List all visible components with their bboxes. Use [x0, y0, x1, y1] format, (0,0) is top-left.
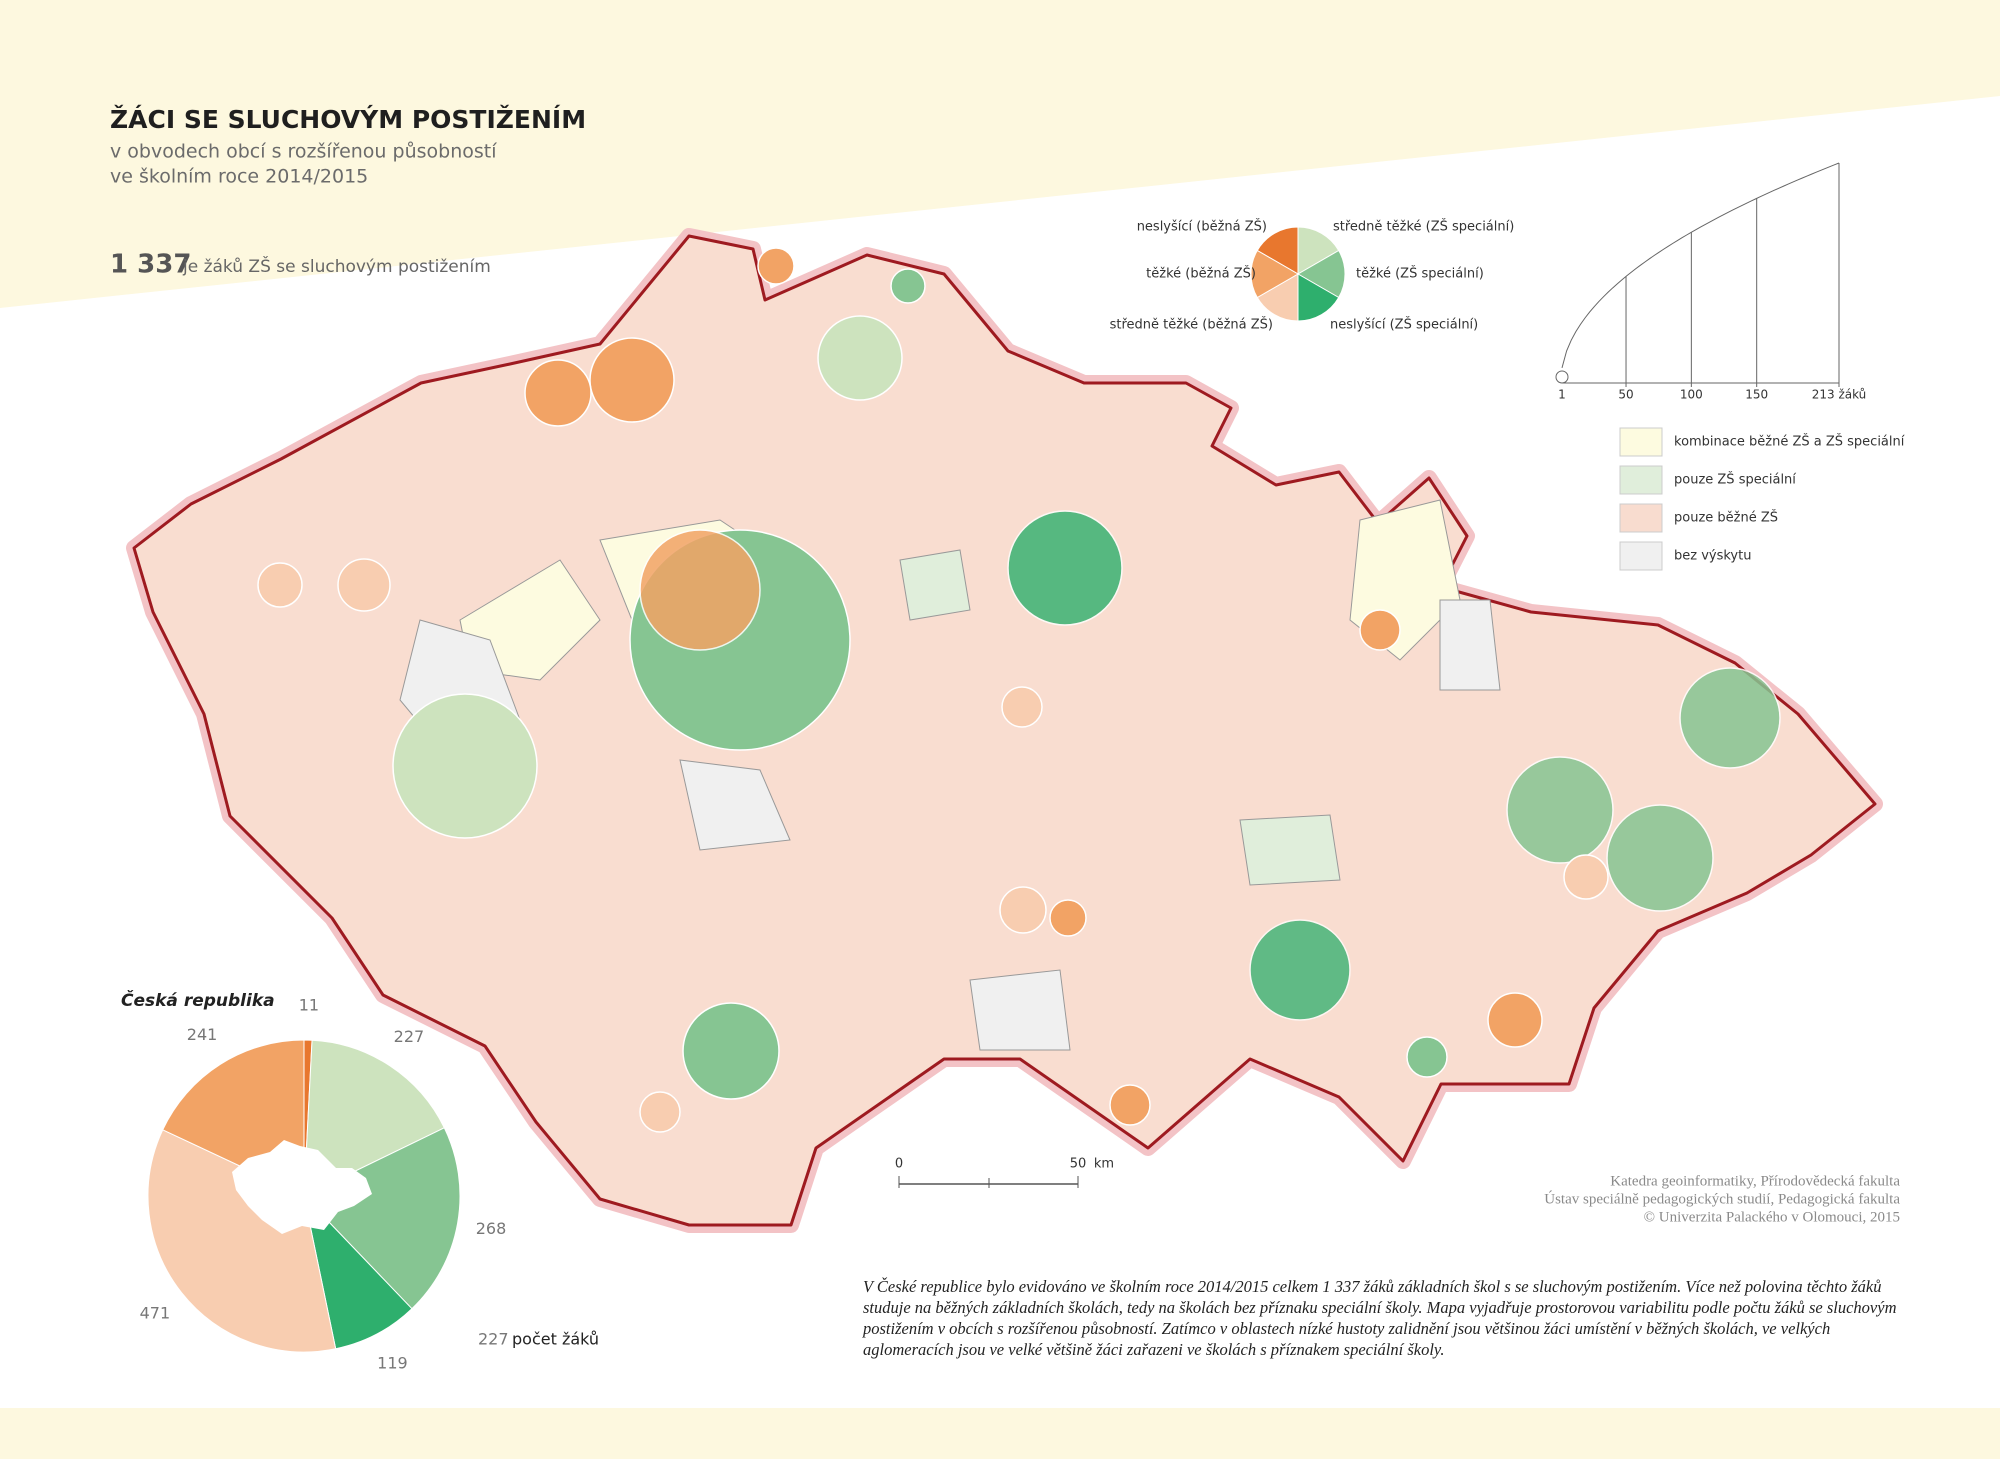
legend-label: pouze ZŠ speciální — [1674, 472, 1796, 488]
country-silhouette — [232, 1140, 372, 1234]
pie-slice — [303, 1127, 461, 1310]
legend-label: pouze běžné ZŠ — [1674, 510, 1778, 526]
map-symbol — [890, 268, 926, 304]
pie-slice — [303, 1039, 445, 1197]
legend-swatch — [1297, 226, 1340, 275]
pie-value-label: 241 — [187, 1025, 218, 1044]
map-symbol — [524, 359, 592, 427]
country — [132, 234, 1877, 1227]
pie-value-label: 11 — [299, 996, 319, 1015]
map-symbol — [337, 558, 391, 612]
map-symbol — [1359, 609, 1401, 651]
scale-bar: 0 50 km — [895, 1157, 1114, 1188]
map-symbol — [1406, 1036, 1448, 1078]
legend-swatch — [1256, 273, 1299, 322]
legend-swatch — [1256, 226, 1299, 275]
map-symbol — [999, 886, 1047, 934]
pie-slice — [147, 1129, 337, 1353]
credit: Ústav speciálně pedagogických studií, Pe… — [1544, 1190, 1900, 1207]
size-tick-label: 150 — [1745, 388, 1768, 402]
map-symbol — [589, 337, 675, 423]
legend-swatch — [1297, 273, 1340, 322]
pie-value-label: 227 — [394, 1027, 425, 1046]
legend-box — [1619, 541, 1663, 571]
region-legend: kombinace běžné ZŠ a ZŠ speciální pouze Z… — [1619, 427, 1905, 571]
map-symbol — [257, 562, 303, 608]
region — [1439, 599, 1501, 691]
legend-swatch — [1297, 249, 1346, 299]
map-symbol — [1001, 686, 1043, 728]
scale-label: 50 — [1070, 1157, 1087, 1172]
pie-title: Česká republika — [121, 989, 275, 1011]
pie-slice — [303, 1194, 413, 1350]
subtitle: v obvodech obcí s rozšířenou působností — [110, 141, 497, 163]
legend-label: kombinace běžné ZŠ a ZŠ speciální — [1674, 434, 1905, 450]
map-symbol — [639, 1091, 681, 1133]
size-circle — [1555, 370, 1569, 384]
pie-value-label: 119 — [377, 1354, 408, 1373]
legend-label: neslyšící (běžná ZŠ) — [1137, 219, 1267, 235]
pie-value-label: 471 — [140, 1303, 171, 1322]
total-value: 1 337 — [110, 250, 191, 280]
note-example: 227 — [478, 1330, 509, 1349]
pie-value-label: 268 — [476, 1219, 507, 1238]
legend-label: bez výskytu — [1674, 549, 1751, 564]
map-symbol — [817, 315, 903, 401]
size-curve — [1561, 162, 1840, 369]
size-tick-label: 100 — [1680, 388, 1703, 402]
subtitle: ve školním roce 2014/2015 — [110, 166, 368, 188]
total-label: je žáků ZŠ se sluchovým postižením — [182, 255, 491, 277]
legend-label: středně těžké (běžná ZŠ) — [1110, 317, 1273, 333]
region — [899, 549, 971, 621]
region — [1239, 814, 1341, 886]
legend-label: středně těžké (ZŠ speciální) — [1333, 219, 1514, 235]
scale-label: 0 — [895, 1157, 903, 1172]
credit: © Univerzita Palackého v Olomouci, 2015 — [1644, 1209, 1900, 1225]
scale-unit: km — [1094, 1157, 1114, 1172]
description: V České republice bylo evidováno ve škol… — [863, 1277, 1897, 1359]
legend-swatch — [1250, 249, 1299, 299]
map-symbols — [257, 247, 1781, 1133]
legend-label: těžké (ZŠ speciální) — [1356, 266, 1484, 282]
category-legend: neslyšící (běžná ZŠ) středně těžké (ZŠ sp… — [1110, 219, 1515, 333]
note-label: počet žáků — [512, 1330, 599, 1349]
map-symbol — [1249, 919, 1351, 1021]
region — [679, 759, 791, 851]
size-legend: 1 50 100 150 213 žáků — [1555, 162, 1867, 402]
map-symbol — [757, 247, 795, 285]
map-symbol — [1487, 992, 1543, 1048]
legend-label: neslyšící (ZŠ speciální) — [1330, 317, 1478, 333]
map-symbol — [1109, 1084, 1151, 1126]
map-symbol — [1679, 667, 1781, 769]
background-band — [0, 0, 2000, 308]
size-tick-label: 1 — [1558, 388, 1566, 402]
pie-chart: 11 227 268 119 471 241 — [140, 996, 507, 1373]
size-tick-label: 213 žáků — [1812, 388, 1867, 402]
map-symbol — [1606, 804, 1714, 912]
legend-label: těžké (běžná ZŠ) — [1146, 266, 1256, 282]
map-symbol — [639, 529, 761, 651]
legend-box — [1619, 465, 1663, 495]
map-symbol — [1007, 510, 1123, 626]
map-symbol — [392, 693, 538, 839]
title: ŽÁCI SE SLUCHOVÝM POSTIŽENÍM — [110, 104, 586, 134]
map-symbol — [1049, 899, 1087, 937]
credit: Katedra geoinformatiky, Přírodovědecká f… — [1610, 1173, 1900, 1189]
map-symbol — [682, 1002, 780, 1100]
map-symbol — [1563, 854, 1609, 900]
legend-box — [1619, 503, 1663, 533]
background-band — [0, 1408, 2000, 1459]
legend-box — [1619, 427, 1663, 457]
size-tick-label: 50 — [1618, 388, 1633, 402]
map — [126, 228, 1883, 1233]
region — [969, 969, 1071, 1051]
map-symbol — [1506, 756, 1614, 864]
